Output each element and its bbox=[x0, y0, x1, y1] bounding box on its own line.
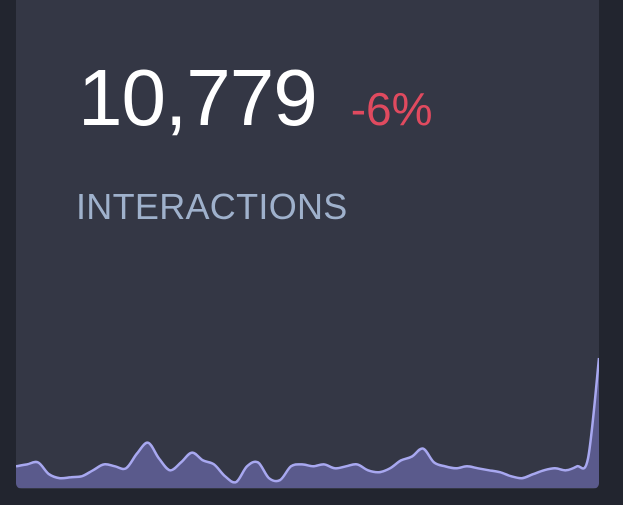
metric-row: 10,779 -6% bbox=[78, 58, 433, 138]
metric-value: 10,779 bbox=[78, 53, 318, 142]
metric-label: INTERACTIONS bbox=[76, 186, 348, 227]
sparkline-area bbox=[16, 358, 599, 488]
sparkline-line bbox=[16, 357, 599, 484]
metric-change: -6% bbox=[350, 83, 433, 135]
sparkline-chart bbox=[16, 357, 599, 488]
metric-card: 10,779 -6% INTERACTIONS bbox=[16, 0, 599, 489]
